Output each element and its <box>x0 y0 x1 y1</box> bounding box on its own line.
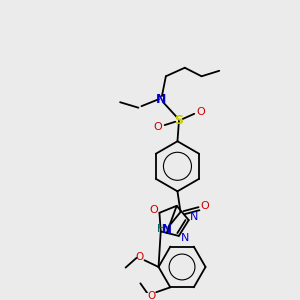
Text: S: S <box>175 114 184 127</box>
Text: H: H <box>157 224 165 234</box>
Text: O: O <box>147 291 155 300</box>
Text: N: N <box>190 212 198 222</box>
Text: O: O <box>154 122 162 132</box>
Text: O: O <box>135 252 143 262</box>
Text: O: O <box>149 206 158 215</box>
Text: O: O <box>200 201 209 211</box>
Text: N: N <box>156 93 166 106</box>
Text: N: N <box>162 223 172 236</box>
Text: N: N <box>181 233 189 243</box>
Text: O: O <box>196 107 205 117</box>
